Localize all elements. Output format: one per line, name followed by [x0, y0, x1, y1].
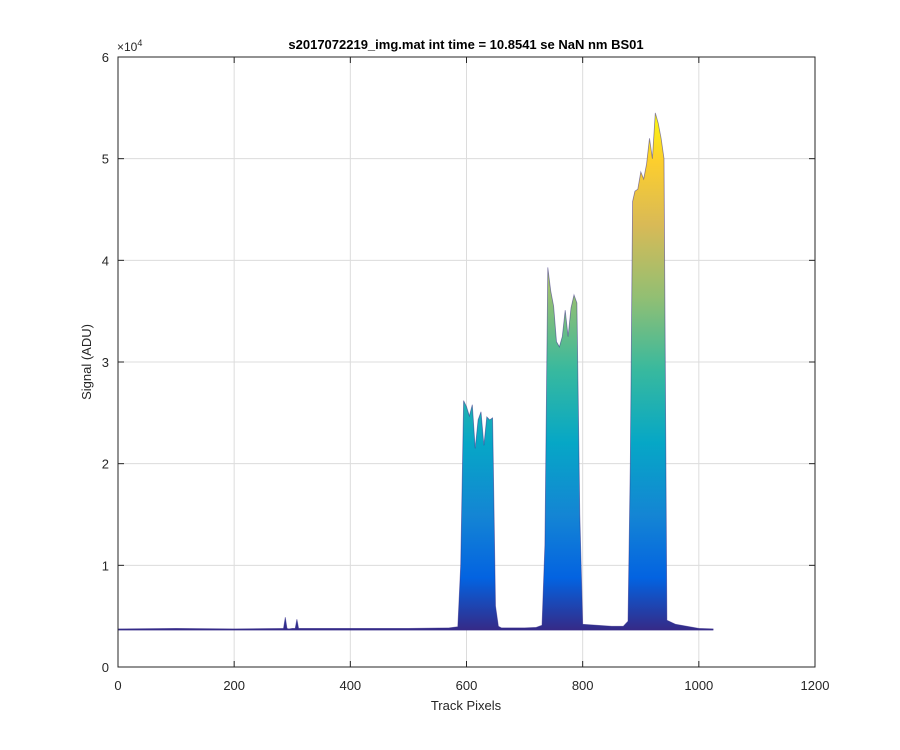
y-tick-label: 3: [102, 355, 109, 370]
x-tick-label: 1000: [684, 678, 713, 693]
x-tick-label: 600: [456, 678, 478, 693]
y-tick-label: 4: [102, 253, 109, 268]
x-axis-label: Track Pixels: [431, 698, 502, 713]
axes-frame: [117, 56, 816, 668]
y-tick-label: 1: [102, 558, 109, 573]
x-tick-label: 800: [572, 678, 594, 693]
x-tick-label: 200: [223, 678, 245, 693]
y-axis-label: Signal (ADU): [79, 324, 94, 400]
y-tick-label: 2: [102, 457, 109, 472]
series-area: [118, 112, 714, 631]
y-tick-label: 0: [102, 660, 109, 675]
series-outline: [117, 112, 714, 630]
chart-title: s2017072219_img.mat int time = 10.8541 s…: [288, 37, 643, 52]
x-tick-label: 1200: [801, 678, 830, 693]
y-axis-exponent: ×104: [117, 38, 142, 54]
x-tick-label: 400: [339, 678, 361, 693]
x-tick-label: 0: [114, 678, 121, 693]
y-axis-exponent-power: 4: [137, 38, 142, 48]
y-axis-exponent-base: ×10: [117, 40, 138, 54]
x-tick-labels: 0 200 400 600 800 1000 1200: [114, 678, 829, 693]
y-tick-label: 5: [102, 152, 109, 167]
y-tick-labels: 0 1 2 3 4 5 6: [102, 50, 109, 675]
series-layer: [117, 112, 714, 631]
y-tick-label: 6: [102, 50, 109, 65]
axes-box: [117, 56, 816, 668]
